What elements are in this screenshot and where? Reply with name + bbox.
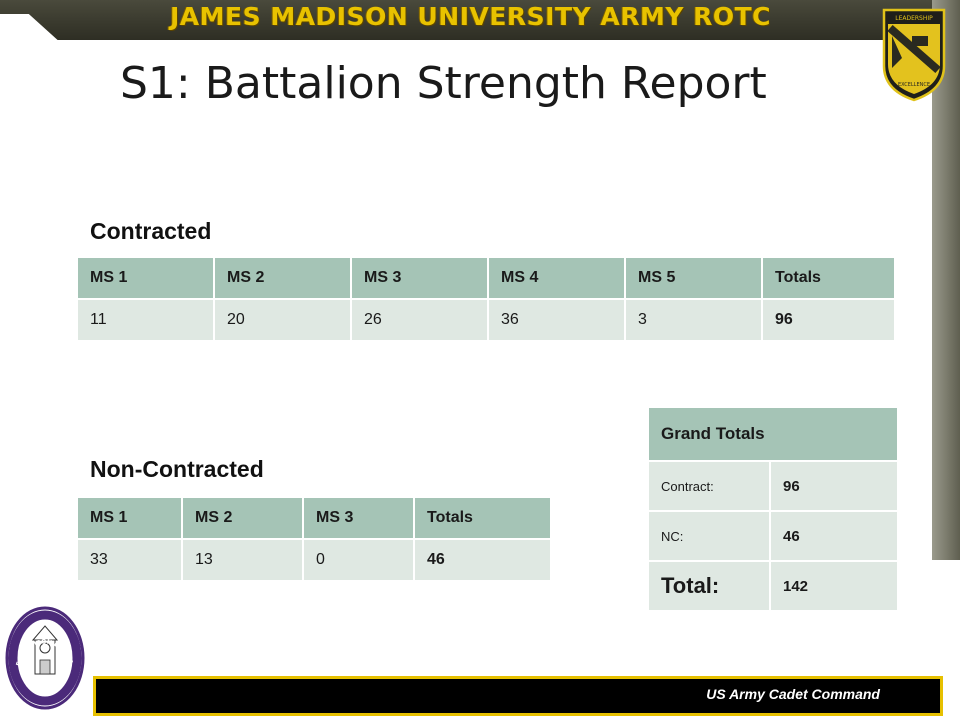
value-ms5: 3 [624,298,763,342]
contract-value: 96 [769,460,899,512]
grand-totals-row-total: Total: 142 [647,560,899,612]
footer-bar: US Army Cadet Command [93,676,943,716]
col-header-ms1: MS 1 [76,496,183,540]
side-stripe [932,0,960,560]
rotc-emblem: LEADERSHIP EXCELLENCE [882,8,946,102]
col-header-ms5: MS 5 [624,256,763,300]
value-ms2: 13 [181,538,304,582]
total-label: Total: [647,560,771,612]
grand-totals-row-nc: NC: 46 [647,510,899,562]
col-header-ms2: MS 2 [181,496,304,540]
value-totals: 96 [761,298,896,342]
col-header-ms3: MS 3 [350,256,489,300]
contracted-table: MS 1 MS 2 MS 3 MS 4 MS 5 Totals 11 20 26… [76,256,896,342]
grand-totals-header: Grand Totals [647,406,899,462]
slide-title: S1: Battalion Strength Report [120,58,767,109]
contracted-header-row: MS 1 MS 2 MS 3 MS 4 MS 5 Totals [76,256,896,300]
emblem-top-text: LEADERSHIP [895,15,933,22]
grand-totals-header-row: Grand Totals [647,406,899,462]
col-header-ms3: MS 3 [302,496,415,540]
value-ms3: 26 [350,298,489,342]
banner-band [0,0,960,40]
non-contracted-header-row: MS 1 MS 2 MS 3 Totals [76,496,552,540]
emblem-bottom-text: EXCELLENCE [898,82,930,88]
contracted-label: Contracted [90,218,212,244]
total-value: 142 [769,560,899,612]
value-ms2: 20 [213,298,352,342]
jmu-seal: JAMES MADISON UNIVERSITY DUKE BATTALION [4,604,85,710]
nc-label: NC: [647,510,771,562]
value-ms1: 11 [76,298,215,342]
footer-text: US Army Cadet Command [706,686,880,702]
contracted-value-row: 11 20 26 36 3 96 [76,298,896,342]
nc-value: 46 [769,510,899,562]
value-ms3: 0 [302,538,415,582]
contract-label: Contract: [647,460,771,512]
top-banner: JAMES MADISON UNIVERSITY ARMY ROTC [0,0,960,40]
col-header-ms1: MS 1 [76,256,215,300]
value-ms1: 33 [76,538,183,582]
grand-totals-row-contract: Contract: 96 [647,460,899,512]
col-header-ms4: MS 4 [487,256,626,300]
col-header-totals: Totals [761,256,896,300]
non-contracted-label: Non-Contracted [90,456,264,482]
col-header-ms2: MS 2 [213,256,352,300]
grand-totals-table: Grand Totals Contract: 96 NC: 46 Total: … [647,406,899,612]
value-totals: 46 [413,538,552,582]
col-header-totals: Totals [413,496,552,540]
non-contracted-table: MS 1 MS 2 MS 3 Totals 33 13 0 46 [76,496,552,582]
non-contracted-value-row: 33 13 0 46 [76,538,552,582]
value-ms4: 36 [487,298,626,342]
banner-title: JAMES MADISON UNIVERSITY ARMY ROTC [170,2,772,31]
